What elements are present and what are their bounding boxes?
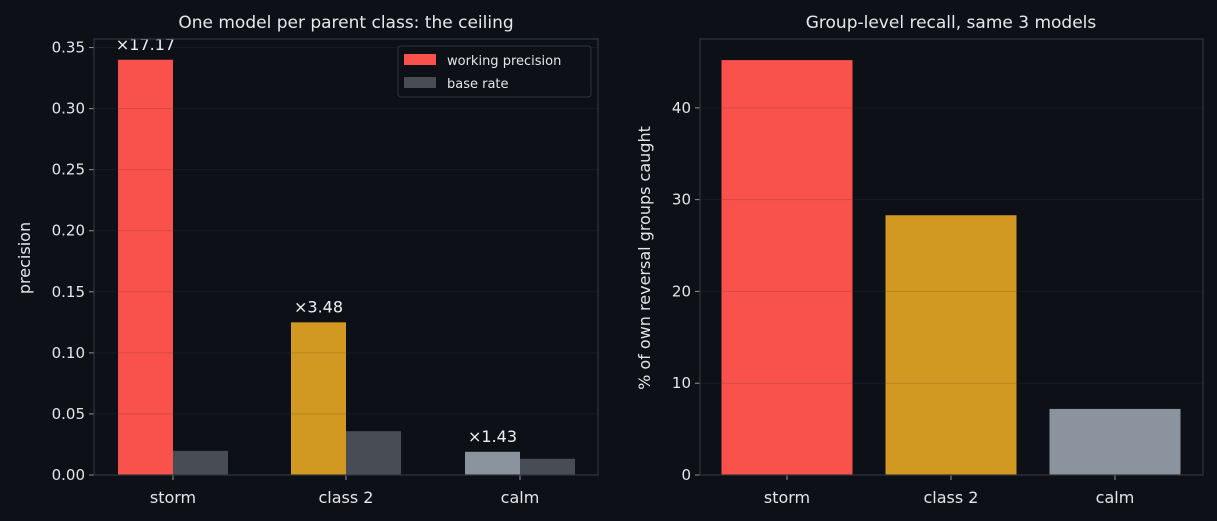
chart-right: Group-level recall, same 3 models % of o… [635,13,1204,507]
legend-label-base-rate: base rate [447,77,509,92]
chart-left-ytick-label: 0.00 [52,466,85,484]
chart-left-axes-frame [93,38,599,476]
chart-right-axes-frame [699,38,1204,476]
chart-right-ytick-label: 40 [672,99,691,117]
chart-right-category-label: calm [1096,488,1135,507]
chart-left-category-label: calm [501,488,540,507]
chart-left-title: One model per parent class: the ceiling [178,13,513,33]
chart-left: One model per parent class: the ceiling … [15,13,599,507]
chart-left-legend: working precision base rate [397,45,592,98]
chart-right-ytick-label: 30 [672,191,691,209]
chart-left-category-label: class 2 [319,488,374,507]
bar-base-rate-calm [520,458,575,475]
chart-left-ratio-annotation: ×1.43 [468,427,517,446]
legend-label-working-precision: working precision [447,54,561,69]
chart-right-ylabel: % of own reversal groups caught [635,126,654,390]
chart-left-ylabel: precision [15,222,34,294]
chart-left-ratio-annotation: ×3.48 [294,297,343,316]
bar-recall-calm [1049,408,1181,475]
bar-working-precision-class-2 [291,322,346,475]
legend-frame [397,45,592,98]
chart-left-ytick-label: 0.25 [52,161,85,179]
legend-swatch-working-precision [404,54,436,65]
chart-left-ytick-label: 0.15 [52,283,85,301]
bar-base-rate-storm [173,450,228,475]
chart-left-ytick-label: 0.30 [52,100,85,118]
chart-left-category-label: storm [150,488,196,507]
chart-right-ytick-label: 10 [672,374,691,392]
bar-working-precision-storm [118,59,173,476]
legend-swatch-base-rate [404,77,436,88]
chart-right-ytick-label: 0 [681,466,691,484]
bar-working-precision-calm [465,451,520,475]
chart-right-ytick-label: 20 [672,282,691,300]
bar-recall-class-2 [885,215,1017,476]
chart-left-ytick-label: 0.05 [52,405,85,423]
chart-left-ytick-label: 0.35 [52,39,85,57]
chart-left-ratio-annotation: ×17.17 [116,35,175,54]
chart-left-ytick-label: 0.20 [52,222,85,240]
bar-recall-storm [721,60,853,476]
chart-right-category-label: storm [764,488,810,507]
bar-base-rate-class-2 [346,431,401,475]
chart-right-category-label: class 2 [924,488,979,507]
chart-left-ytick-label: 0.10 [52,344,85,362]
chart-right-title: Group-level recall, same 3 models [806,13,1097,33]
